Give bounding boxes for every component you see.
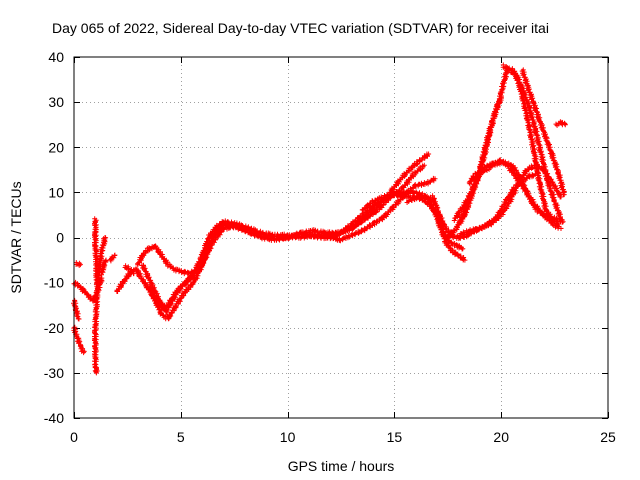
plot-border: [73, 56, 609, 419]
sdtvar-markers: [71, 62, 568, 376]
x-tick-label: 20: [493, 429, 509, 445]
x-tick-label: 10: [280, 429, 296, 445]
y-tick-label: -20: [44, 320, 64, 336]
y-axis-label: SDTVAR / TECUs: [8, 181, 24, 293]
grid: [74, 57, 608, 418]
y-tick-label: 30: [48, 94, 64, 110]
data-marks: [71, 62, 568, 376]
chart-title: Day 065 of 2022, Sidereal Day-to-day VTE…: [52, 20, 549, 36]
y-tick-label: 10: [48, 184, 64, 200]
y-tick-label: 0: [56, 230, 64, 246]
x-tick-label: 0: [70, 429, 78, 445]
y-tick-labels: -40 -30 -20 -10 0 10 20 30 40: [44, 49, 64, 426]
x-tick-label: 15: [387, 429, 403, 445]
y-tick-label: -30: [44, 365, 64, 381]
y-tick-label: 40: [48, 49, 64, 65]
x-tick-label: 25: [600, 429, 616, 445]
y-tick-label: 20: [48, 139, 64, 155]
x-axis-label: GPS time / hours: [288, 458, 395, 474]
y-tick-label: -10: [44, 275, 64, 291]
x-tick-label: 5: [177, 429, 185, 445]
x-tick-labels: 0 5 10 15 20 25: [70, 429, 616, 445]
y-tick-label: -40: [44, 410, 64, 426]
